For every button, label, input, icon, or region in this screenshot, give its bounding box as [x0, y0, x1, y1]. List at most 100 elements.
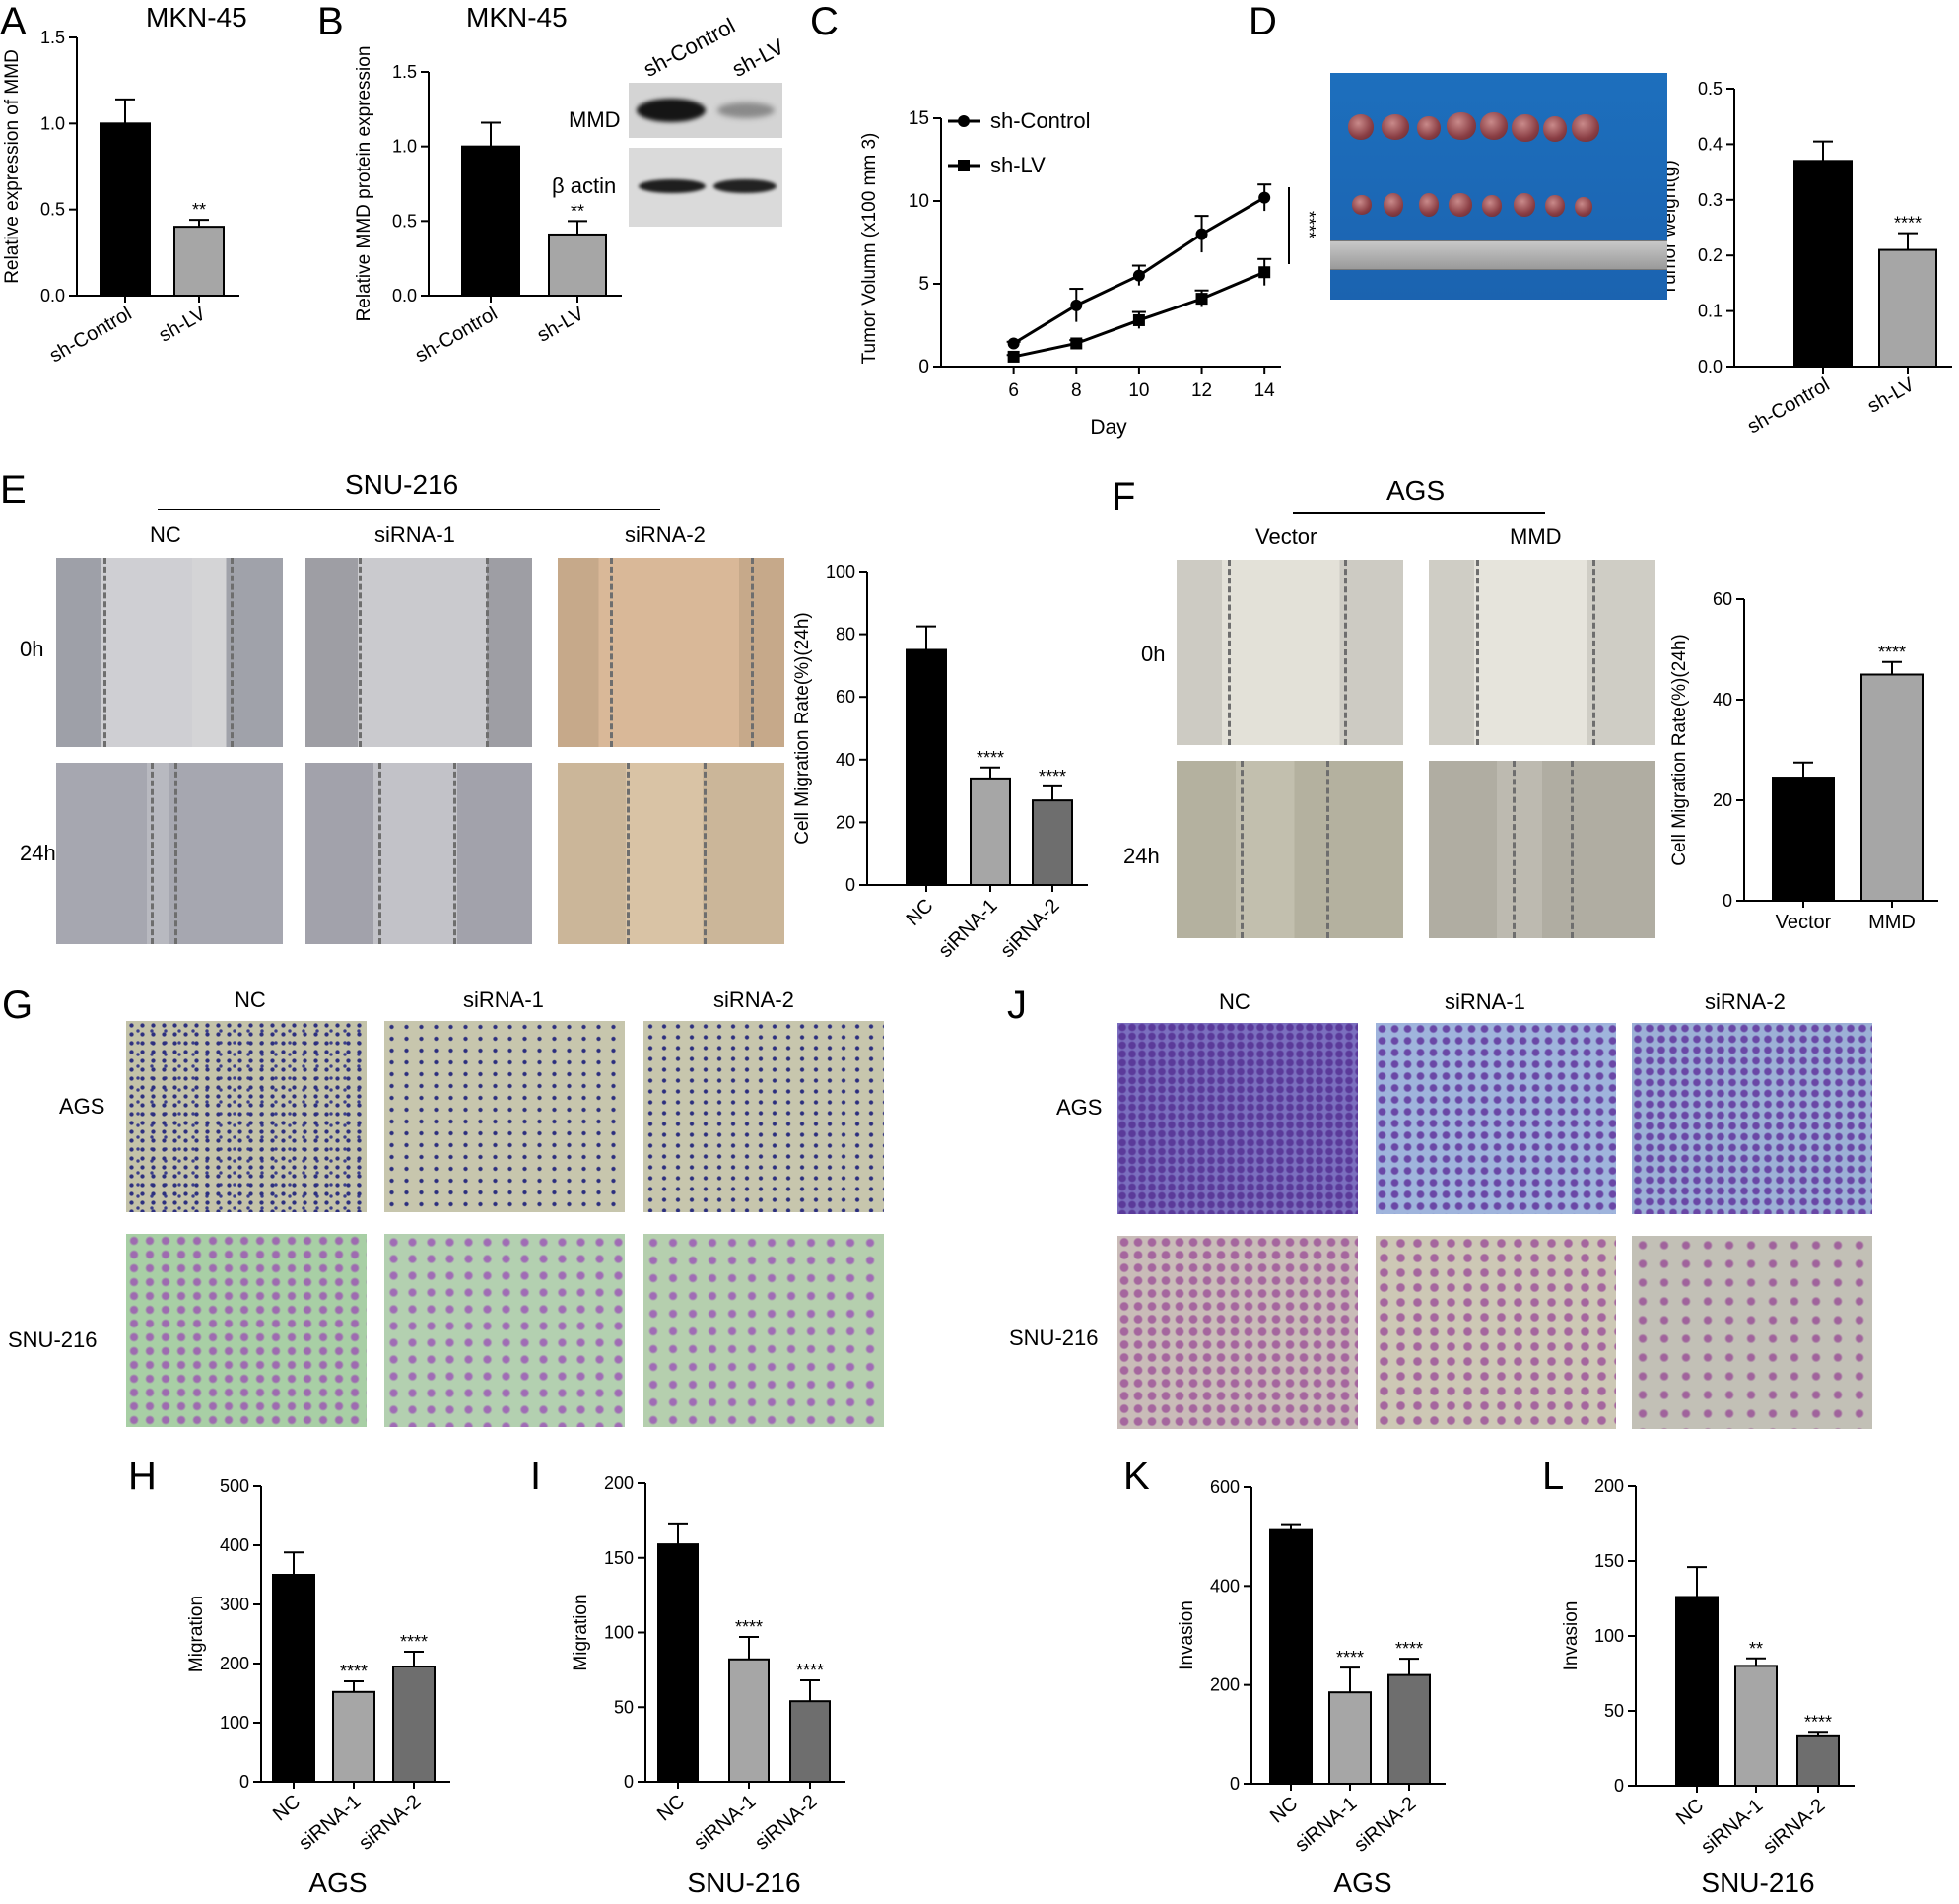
y-tick-label-h-5: 500	[220, 1476, 249, 1496]
f-image-mmd-24h	[1429, 761, 1655, 938]
title-e-underline	[158, 509, 660, 510]
significance-i-1: ****	[735, 1617, 763, 1637]
y-tick-label-d-5: 0.5	[1698, 79, 1723, 99]
title-e: SNU-216	[345, 469, 459, 500]
bar-l-1	[1734, 1665, 1778, 1788]
chart-f: 0 20 40 60 Cell Migration Rate(%)(24h) Vector…	[1669, 589, 1938, 933]
y-tick-label-e-0: 0	[845, 875, 855, 895]
tumor-photo	[1330, 73, 1667, 300]
panel-label-b: B	[317, 0, 344, 43]
g-row-label-snu-216: SNU-216	[8, 1327, 98, 1352]
y-tick-label-i-1: 50	[614, 1697, 634, 1717]
title-a: MKN-45	[146, 2, 247, 33]
y-tick-label-f-2: 40	[1713, 690, 1732, 710]
bar-f-1	[1860, 673, 1924, 902]
y-tick-label-d-2: 0.2	[1698, 245, 1723, 265]
x-tick-label-c-1: 8	[1071, 380, 1082, 401]
e-image-sirna1-24h	[305, 763, 532, 944]
point-c-0-1	[1070, 299, 1083, 311]
y-tick-label-i-4: 200	[604, 1473, 634, 1493]
y-tick-label-b-3: 1.5	[392, 62, 417, 82]
y-tick-label-l-2: 100	[1594, 1626, 1624, 1646]
blot-row-label-beta-actin: β actin	[552, 173, 617, 198]
point-c-1-4	[1258, 266, 1271, 279]
significance-a-1: **	[192, 200, 206, 220]
panel-label-d: D	[1249, 0, 1277, 43]
panel-label-l: L	[1542, 1455, 1565, 1498]
x-tick-label-l-0: NC	[1672, 1795, 1708, 1829]
j-row-label-snu-216: SNU-216	[1009, 1326, 1099, 1350]
bar-i-0	[657, 1543, 699, 1783]
bar-k-1	[1328, 1691, 1372, 1785]
g-col-label-sirna-1: siRNA-1	[463, 987, 544, 1012]
y-tick-label-c-0: 0	[918, 357, 929, 377]
y-tick-label-e-4: 80	[836, 625, 855, 645]
g-image-snu-nc	[126, 1234, 367, 1427]
j-image-snu-nc	[1117, 1236, 1358, 1429]
e-image-sirna2-24h	[558, 763, 784, 944]
significance-k-1: ****	[1336, 1648, 1364, 1667]
y-tick-label-c-1: 5	[918, 274, 929, 295]
bar-e-0	[906, 648, 947, 886]
y-tick-label-b-0: 0.0	[392, 286, 417, 306]
j-col-label-nc: NC	[1219, 989, 1250, 1014]
e-col-label-sirna-1: siRNA-1	[374, 522, 455, 547]
g-image-ags-sirna1	[384, 1021, 625, 1212]
y-tick-label-i-2: 100	[604, 1623, 634, 1643]
y-tick-label-d-4: 0.4	[1698, 134, 1723, 154]
x-axis-label-k: AGS	[1333, 1868, 1391, 1898]
x-axis-label-c: Day	[1090, 416, 1127, 439]
y-tick-label-b-2: 1.0	[392, 137, 417, 157]
chart-h: 0100200300400500MigrationNC****siRNA-1**…	[186, 1476, 450, 1898]
bar-i-1	[728, 1658, 770, 1784]
x-tick-label-f-1: MMD	[1868, 912, 1916, 933]
y-tick-label-a-1: 0.5	[40, 200, 65, 220]
legend-marker-c-0	[958, 115, 970, 127]
e-col-label-nc: NC	[150, 522, 181, 547]
title-f-underline	[1293, 512, 1545, 514]
e-col-label-sirna-2: siRNA-2	[625, 522, 706, 547]
bar-l-0	[1675, 1596, 1719, 1787]
chart-c: 0 5 10 15 6 8 10 12 14 Day Tumor Volumn (x100 mm 3…	[859, 108, 1318, 439]
blot-row-label-mmd: MMD	[569, 107, 621, 132]
significance-e-1: ****	[977, 748, 1004, 768]
panel-label-f: F	[1112, 475, 1136, 518]
y-tick-label-d-1: 0.1	[1698, 302, 1723, 321]
y-tick-label-l-4: 200	[1594, 1476, 1624, 1496]
y-tick-label-h-1: 100	[220, 1713, 249, 1733]
f-row-label-24h: 24h	[1123, 844, 1160, 868]
y-tick-label-a-3: 1.5	[40, 28, 65, 47]
x-axis-label-h: AGS	[308, 1868, 367, 1898]
chart-b: 0.0 0.5 1.0 1.5 Relative MMD protein express…	[354, 46, 622, 367]
legend-label-c-1: sh-LV	[990, 153, 1046, 177]
y-axis-label-f: Cell Migration Rate(%)(24h)	[1669, 634, 1690, 865]
y-axis-label-i: Migration	[571, 1594, 591, 1670]
y-tick-label-e-3: 60	[836, 687, 855, 707]
panel-label-i: I	[530, 1455, 542, 1498]
title-f: AGS	[1386, 475, 1446, 506]
g-row-label-ags: AGS	[59, 1094, 105, 1119]
f-image-vector-24h	[1177, 761, 1403, 938]
f-image-vector-0h	[1177, 560, 1403, 745]
y-tick-label-d-0: 0.0	[1698, 357, 1723, 376]
x-axis-label-i: SNU-216	[687, 1868, 800, 1898]
y-axis-label-a: Relative expression of MMD	[2, 49, 23, 284]
significance-d-1: ****	[1894, 214, 1922, 234]
chart-i: 050100150200MigrationNC****siRNA-1****si…	[571, 1473, 845, 1898]
y-tick-label-c-3: 15	[909, 108, 929, 129]
bar-i-2	[789, 1700, 831, 1783]
significance-h-1: ****	[340, 1662, 368, 1681]
y-tick-label-a-2: 1.0	[40, 113, 65, 133]
g-image-ags-nc	[126, 1021, 367, 1212]
point-c-1-0	[1007, 350, 1020, 363]
panel-label-k: K	[1123, 1455, 1150, 1498]
y-tick-label-h-4: 400	[220, 1535, 249, 1555]
title-b: MKN-45	[466, 2, 568, 33]
legend-marker-c-1	[958, 160, 970, 171]
j-row-label-ags: AGS	[1056, 1095, 1103, 1120]
f-col-label-vector: Vector	[1255, 524, 1317, 549]
